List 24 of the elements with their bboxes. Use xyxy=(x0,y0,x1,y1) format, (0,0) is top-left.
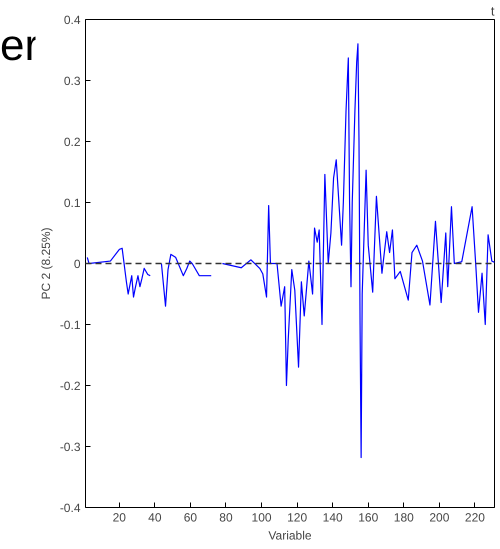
x-tick-label: 180 xyxy=(394,510,414,524)
x-tick-label: 40 xyxy=(148,510,162,524)
y-axis-title: PC 2 (8.25%) xyxy=(38,227,53,300)
text: er xyxy=(0,21,40,70)
x-tick-label: 80 xyxy=(219,510,233,524)
y-tick-label: 0.2 xyxy=(64,135,81,149)
x-tick-label: 220 xyxy=(464,510,486,524)
y-tick-label: 0.1 xyxy=(64,196,81,210)
x-tick-label: 60 xyxy=(184,510,198,524)
x-tick-label: 160 xyxy=(358,510,379,524)
y-tick-label: -0.3 xyxy=(60,440,81,454)
x-tick-label: 120 xyxy=(287,510,308,524)
x-tick-label: 100 xyxy=(252,510,272,524)
x-axis-title: Variable xyxy=(268,528,312,542)
y-tick-label: -0.4 xyxy=(60,501,81,515)
y-tick-label: 0.4 xyxy=(64,13,81,27)
x-tick-label: 20 xyxy=(112,510,126,524)
x-tick-label: 140 xyxy=(322,510,344,524)
y-tick-label: 0.3 xyxy=(64,74,81,88)
text: t xyxy=(490,4,495,18)
y-tick-label: 0 xyxy=(74,257,81,271)
y-tick-label: -0.2 xyxy=(60,379,81,393)
x-tick-label: 200 xyxy=(429,510,450,524)
y-tick-label: -0.1 xyxy=(60,318,81,332)
